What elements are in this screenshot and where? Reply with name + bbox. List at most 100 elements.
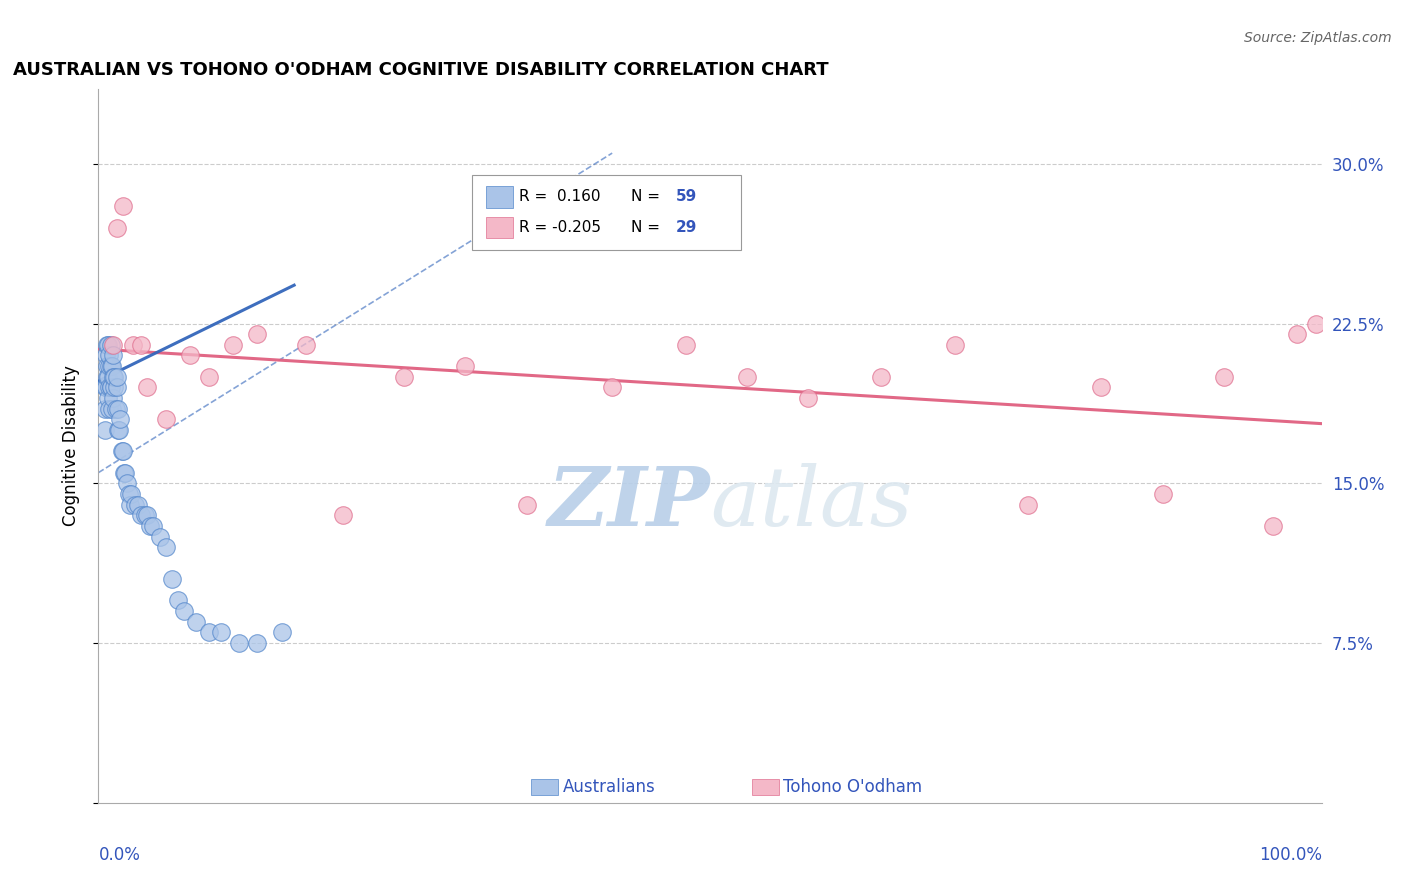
Point (97, 369, 120, 384)
Point (136, 380, 159, 394)
Point (101, 349, 124, 363)
Point (515, 498, 537, 512)
Point (173, 604, 195, 618)
Text: R =  0.160: R = 0.160 (519, 189, 600, 204)
Point (107, 401, 129, 416)
FancyBboxPatch shape (531, 780, 558, 795)
Point (120, 498, 142, 512)
Point (96, 359, 118, 373)
Point (392, 369, 416, 384)
Point (600, 380, 623, 394)
Point (1090, 380, 1112, 394)
Text: 29: 29 (676, 220, 697, 235)
Point (107, 423, 129, 437)
FancyBboxPatch shape (486, 186, 513, 208)
Point (100, 338, 122, 352)
Point (129, 338, 152, 352)
Point (155, 540, 177, 554)
Point (100, 380, 122, 394)
Point (114, 466, 136, 480)
Point (101, 391, 124, 405)
Point (127, 498, 149, 512)
Point (134, 508, 156, 523)
Text: 0.0%: 0.0% (98, 846, 141, 863)
Point (136, 508, 159, 523)
Point (101, 338, 124, 352)
Point (97, 391, 120, 405)
Point (186, 615, 208, 629)
Point (222, 338, 245, 352)
Point (332, 508, 354, 523)
Point (98, 401, 121, 416)
Point (105, 380, 128, 394)
Text: N =: N = (630, 189, 665, 204)
Point (129, 508, 152, 523)
Text: ZIP: ZIP (547, 463, 710, 543)
Point (97, 338, 120, 352)
Point (111, 444, 134, 458)
Point (160, 572, 183, 586)
Point (870, 369, 893, 384)
Point (105, 369, 128, 384)
Point (101, 401, 124, 416)
Point (121, 338, 143, 352)
Y-axis label: Cognitive Disability: Cognitive Disability (62, 366, 80, 526)
Text: 100.0%: 100.0% (1258, 846, 1322, 863)
Point (1017, 498, 1039, 512)
Point (115, 476, 138, 491)
Point (246, 327, 269, 342)
Point (797, 391, 820, 405)
Point (101, 369, 124, 384)
Point (103, 369, 125, 384)
FancyBboxPatch shape (471, 175, 741, 250)
Point (108, 423, 131, 437)
Point (96, 338, 118, 352)
Point (93, 380, 115, 394)
Point (105, 220, 128, 235)
Point (209, 625, 232, 640)
Point (118, 487, 141, 501)
Point (96, 369, 118, 384)
Text: R = -0.205: R = -0.205 (519, 220, 602, 235)
Text: Source: ZipAtlas.com: Source: ZipAtlas.com (1244, 31, 1392, 45)
Point (155, 412, 177, 426)
Point (454, 359, 477, 373)
Text: Tohono O'odham: Tohono O'odham (783, 778, 922, 796)
Point (675, 338, 697, 352)
Point (1261, 519, 1284, 533)
Point (139, 519, 162, 533)
Point (98, 359, 121, 373)
Point (111, 444, 134, 458)
Point (94, 380, 117, 394)
Point (1212, 369, 1234, 384)
Point (100, 359, 122, 373)
Point (179, 349, 201, 363)
Point (110, 412, 132, 426)
Point (1152, 487, 1174, 501)
Point (943, 338, 966, 352)
Text: AUSTRALIAN VS TOHONO O'ODHAM COGNITIVE DISABILITY CORRELATION CHART: AUSTRALIAN VS TOHONO O'ODHAM COGNITIVE D… (13, 62, 828, 79)
Point (1286, 327, 1309, 342)
Point (98, 380, 121, 394)
Point (112, 466, 135, 480)
Text: N =: N = (630, 220, 665, 235)
Point (124, 498, 146, 512)
Point (104, 401, 127, 416)
Point (149, 529, 172, 543)
Point (142, 519, 165, 533)
Point (100, 380, 122, 394)
Point (197, 625, 219, 640)
Point (246, 636, 269, 650)
Point (167, 593, 190, 607)
Point (1305, 317, 1327, 331)
Point (111, 199, 134, 213)
Text: atlas: atlas (710, 463, 912, 543)
Point (94, 349, 117, 363)
Point (103, 380, 125, 394)
FancyBboxPatch shape (752, 780, 779, 795)
Point (120, 487, 142, 501)
Point (101, 359, 124, 373)
Point (270, 625, 294, 640)
Point (735, 369, 758, 384)
Text: 59: 59 (676, 189, 697, 204)
